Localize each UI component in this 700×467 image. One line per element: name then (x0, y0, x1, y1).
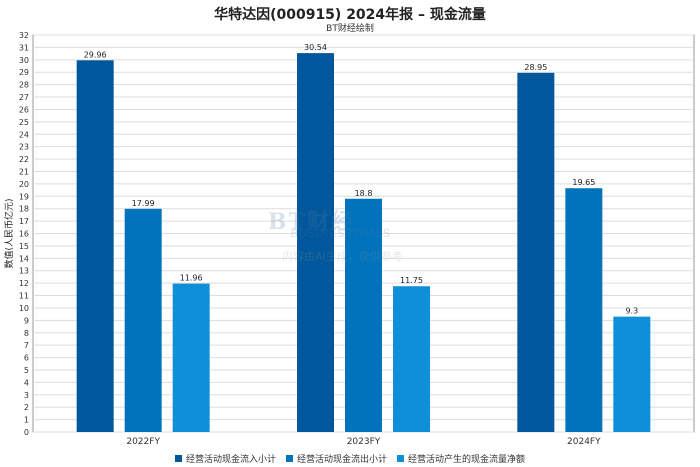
bar (565, 188, 603, 432)
legend-label: 经营活动产生的现金流量净额 (408, 455, 526, 465)
y-tick-label: 3 (24, 391, 29, 400)
legend-swatch (174, 455, 182, 462)
y-tick-label: 13 (19, 267, 29, 276)
y-tick-label: 9 (24, 316, 29, 325)
y-tick-label: 29 (19, 68, 29, 77)
y-tick-label: 11 (19, 292, 29, 301)
y-tick-label: 14 (19, 254, 29, 263)
y-tick-label: 15 (19, 242, 29, 251)
legend-swatch (285, 455, 293, 462)
data-label: 18.8 (355, 189, 373, 198)
y-tick-label: 20 (19, 180, 29, 189)
y-tick-label: 10 (19, 304, 29, 313)
legend-label: 经营活动现金流出小计 (296, 455, 387, 465)
y-tick-label: 2 (24, 403, 29, 412)
y-tick-label: 25 (19, 118, 29, 127)
legend-item: 经营活动现金流出小计 (285, 452, 387, 465)
data-label: 9.3 (625, 307, 638, 316)
legend-label: 经营活动现金流入小计 (185, 455, 276, 465)
y-tick-label: 12 (19, 279, 29, 288)
y-tick-label: 21 (19, 167, 29, 176)
legend-swatch (397, 455, 404, 462)
bar (172, 283, 210, 432)
bar (76, 60, 114, 433)
y-tick-label: 23 (19, 143, 29, 152)
x-tick-label: 2022FY (126, 437, 160, 447)
data-label: 30.54 (304, 43, 327, 52)
legend-item: 经营活动产生的现金流量净额 (397, 452, 525, 465)
y-tick-label: 4 (24, 378, 29, 387)
chart-title: 华特达因(000915) 2024年报 – 现金流量 (214, 7, 486, 23)
data-label: 11.96 (180, 274, 203, 283)
chart-subtitle: BT财经绘制 (326, 24, 374, 34)
y-tick-label: 16 (19, 230, 29, 239)
y-tick-label: 6 (24, 354, 29, 363)
y-tick-label: 27 (19, 93, 29, 102)
chart-legend: 经营活动现金流入小计 经营活动现金流出小计 经营活动产生的现金流量净额 (0, 452, 700, 465)
data-label: 11.75 (400, 276, 423, 285)
y-tick-label: 8 (24, 329, 29, 338)
y-tick-label: 17 (19, 217, 29, 226)
y-tick-label: 18 (19, 205, 29, 214)
y-tick-label: 31 (19, 43, 29, 52)
data-label: 17.99 (132, 199, 155, 208)
y-tick-label: 7 (24, 341, 29, 350)
y-axis-label: 数值(人民币亿元) (3, 198, 15, 268)
legend-item: 经营活动现金流入小计 (174, 452, 276, 465)
y-tick-label: 19 (19, 192, 29, 201)
y-tick-label: 22 (19, 155, 29, 164)
x-tick-label: 2024FY (567, 437, 601, 447)
x-tick-label: 2023FY (347, 437, 381, 447)
y-tick-label: 30 (19, 56, 29, 65)
y-tick-label: 26 (19, 105, 29, 114)
y-tick-label: 24 (19, 130, 29, 139)
y-tick-label: 5 (24, 366, 29, 375)
bar (613, 316, 651, 432)
bar (345, 198, 382, 432)
y-tick-label: 0 (24, 428, 29, 437)
bar (393, 286, 430, 432)
bar (517, 72, 555, 433)
y-tick-label: 28 (19, 81, 29, 90)
y-tick-label: 1 (24, 416, 29, 425)
data-label: 29.96 (84, 50, 107, 59)
bar (297, 53, 334, 432)
data-label: 19.65 (572, 178, 595, 187)
bar (124, 208, 162, 432)
data-label: 28.95 (524, 63, 547, 72)
y-tick-label: 32 (19, 31, 29, 40)
